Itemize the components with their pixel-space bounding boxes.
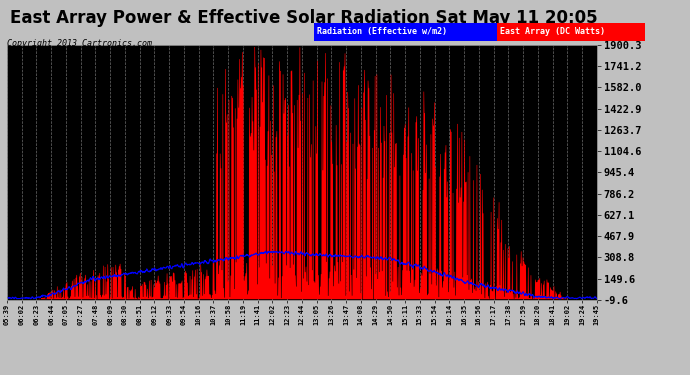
Text: East Array Power & Effective Solar Radiation Sat May 11 20:05: East Array Power & Effective Solar Radia… — [10, 9, 598, 27]
Text: Copyright 2013 Cartronics.com: Copyright 2013 Cartronics.com — [7, 39, 152, 48]
Text: East Array (DC Watts): East Array (DC Watts) — [500, 27, 605, 36]
Text: Radiation (Effective w/m2): Radiation (Effective w/m2) — [317, 27, 447, 36]
